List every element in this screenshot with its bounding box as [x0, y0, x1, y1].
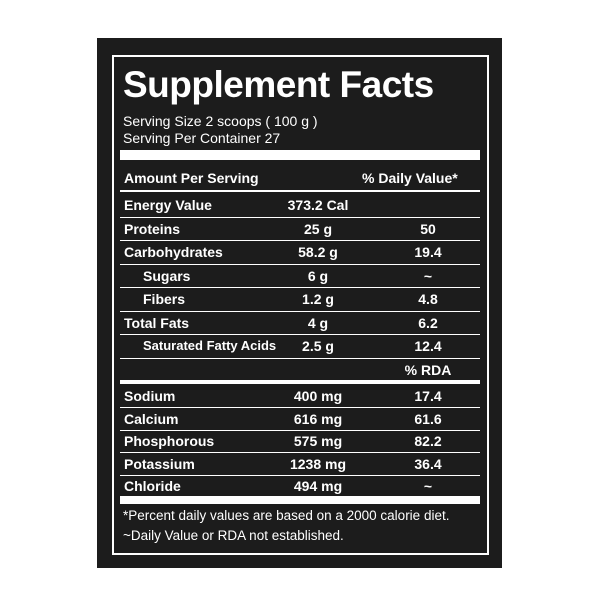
- row-value: 12.4: [414, 338, 442, 354]
- row-value: 50: [420, 220, 436, 237]
- rule: [120, 216, 480, 218]
- row-name: Chloride: [124, 478, 181, 494]
- row-value: 36.4: [414, 455, 442, 472]
- row-amount: 25 g: [303, 220, 333, 237]
- column-header: Amount Per Serving: [124, 170, 259, 186]
- rule: [120, 357, 480, 359]
- row-amount: 373.2 Cal: [287, 197, 349, 213]
- title: Supplement Facts: [123, 64, 434, 105]
- rule: [120, 240, 480, 242]
- column-header: % Daily Value*: [362, 170, 458, 186]
- row-amount: 4 g: [307, 314, 329, 331]
- row-value: ~: [423, 267, 433, 284]
- rule: [120, 190, 480, 192]
- row-name: Potassium: [124, 455, 195, 472]
- rule: [120, 429, 480, 431]
- row-name: Calcium: [124, 410, 179, 427]
- row-amount: 616 mg: [293, 410, 343, 427]
- rule: [120, 334, 480, 336]
- row-value: ~: [423, 478, 433, 494]
- row-name: Sodium: [124, 388, 176, 404]
- row-name: Sugars: [143, 267, 191, 284]
- row-value: 4.8: [418, 291, 438, 307]
- row-name: Phosphorous: [124, 433, 215, 449]
- row-value: 61.6: [414, 410, 442, 427]
- rule: [120, 287, 480, 289]
- row-name: Energy Value: [124, 197, 212, 213]
- row-value: 6.2: [418, 314, 438, 331]
- row-name: Carbohydrates: [124, 244, 223, 260]
- rule: [120, 310, 480, 312]
- footnote: *Percent daily values are based on a 200…: [123, 508, 450, 523]
- rda-header: % RDA: [404, 362, 452, 378]
- row-amount: 2.5 g: [302, 338, 334, 354]
- row-amount: 58.2 g: [298, 244, 338, 260]
- row-amount: 400 mg: [293, 388, 343, 404]
- row-amount: 1.2 g: [302, 291, 334, 307]
- row-name: Proteins: [124, 220, 181, 237]
- row-name: Fibers: [143, 291, 186, 307]
- rule: [120, 474, 480, 476]
- row-value: 17.4: [414, 388, 442, 404]
- row-name: Saturated Fatty Acids: [143, 338, 277, 353]
- row-name: Total Fats: [124, 314, 190, 331]
- thick-rule: [120, 496, 480, 504]
- label-border: [112, 55, 489, 555]
- rule: [120, 263, 480, 265]
- row-amount: 6 g: [307, 267, 329, 284]
- label-panel: [97, 38, 502, 568]
- row-value: 19.4: [414, 244, 442, 260]
- row-amount: 575 mg: [293, 433, 343, 449]
- row-amount: 1238 mg: [289, 455, 347, 472]
- rule: [120, 407, 480, 409]
- rule: [120, 452, 480, 454]
- rule: [120, 380, 480, 384]
- servings-per-container: Serving Per Container 27: [123, 130, 281, 146]
- row-amount: 494 mg: [293, 478, 343, 494]
- row-value: 82.2: [414, 433, 442, 449]
- serving-size: Serving Size 2 scoops ( 100 g ): [123, 113, 318, 129]
- footnote: ~Daily Value or RDA not established.: [123, 528, 344, 543]
- thick-rule: [120, 150, 480, 160]
